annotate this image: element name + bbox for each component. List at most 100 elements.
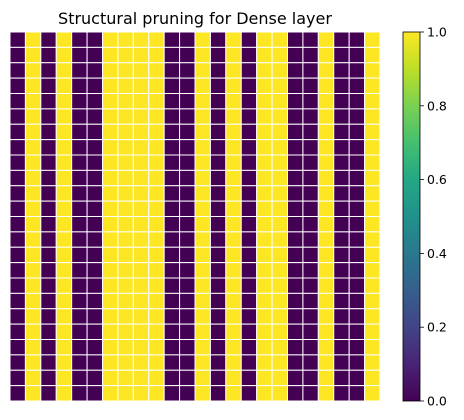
heatmap-cell: [132, 139, 150, 156]
heatmap-cell: [40, 323, 57, 341]
heatmap-cell: [209, 292, 227, 310]
heatmap-cell: [117, 46, 134, 64]
heatmap-cell: [117, 154, 134, 171]
heatmap-cell: [302, 292, 319, 310]
heatmap-cell: [287, 262, 304, 279]
heatmap-cell: [240, 277, 258, 294]
heatmap-cell: [240, 262, 258, 279]
heatmap-cell: [333, 62, 350, 79]
heatmap-cell: [163, 93, 181, 110]
heatmap-cell: [71, 277, 88, 294]
heatmap-cell: [117, 185, 134, 202]
heatmap-cell: [24, 216, 42, 233]
heatmap-cell: [194, 77, 211, 95]
heatmap-cell: [209, 123, 227, 141]
heatmap-cell: [302, 246, 319, 264]
heatmap-cell: [364, 62, 381, 79]
heatmap-cell: [240, 308, 258, 325]
heatmap-cell: [102, 77, 119, 95]
heatmap-cell: [348, 292, 366, 310]
heatmap-cell: [240, 323, 258, 341]
heatmap-cell: [117, 277, 134, 294]
heatmap-cell: [225, 139, 242, 156]
heatmap-cell: [209, 277, 227, 294]
heatmap-cell: [348, 108, 366, 125]
heatmap-cell: [302, 308, 319, 325]
colorbar-gradient: [402, 31, 421, 402]
heatmap-cell: [256, 246, 273, 264]
heatmap-cell: [163, 354, 181, 371]
heatmap-cell: [317, 77, 335, 95]
heatmap-cell: [194, 169, 211, 187]
heatmap-cell: [86, 246, 104, 264]
heatmap-cell: [117, 216, 134, 233]
heatmap-cell: [348, 154, 366, 171]
heatmap-cell: [102, 31, 119, 48]
heatmap-cell: [71, 62, 88, 79]
heatmap-cell: [132, 93, 150, 110]
heatmap-cell: [333, 385, 350, 402]
heatmap-cell: [225, 169, 242, 187]
heatmap-cell: [225, 123, 242, 141]
heatmap-cell: [148, 262, 165, 279]
heatmap-cell: [102, 139, 119, 156]
heatmap-cell: [163, 200, 181, 218]
heatmap-cell: [225, 246, 242, 264]
heatmap-cell: [364, 31, 381, 48]
heatmap-cell: [225, 339, 242, 356]
heatmap-cell: [163, 231, 181, 248]
heatmap-cell: [40, 385, 57, 402]
heatmap-cell: [55, 62, 73, 79]
heatmap-cell: [287, 308, 304, 325]
heatmap-cell: [271, 31, 288, 48]
heatmap-cell: [132, 185, 150, 202]
heatmap-cell: [333, 108, 350, 125]
heatmap-cell: [86, 385, 104, 402]
heatmap-cell: [55, 185, 73, 202]
heatmap-cell: [102, 262, 119, 279]
heatmap-cell: [271, 77, 288, 95]
heatmap-cell: [163, 308, 181, 325]
heatmap-cell: [117, 262, 134, 279]
heatmap-cell: [302, 169, 319, 187]
heatmap-cell: [9, 46, 26, 64]
heatmap-cell: [40, 62, 57, 79]
heatmap-cell: [132, 262, 150, 279]
heatmap-cell: [287, 31, 304, 48]
heatmap-cell: [333, 139, 350, 156]
heatmap-cell: [240, 231, 258, 248]
heatmap-cell: [287, 369, 304, 387]
heatmap-cell: [317, 323, 335, 341]
heatmap-cell: [55, 31, 73, 48]
heatmap-cell: [287, 108, 304, 125]
heatmap-cell: [364, 169, 381, 187]
heatmap-cell: [333, 277, 350, 294]
heatmap-cell: [132, 46, 150, 64]
heatmap-cell: [102, 123, 119, 141]
heatmap-cell: [225, 77, 242, 95]
heatmap-cell: [179, 77, 196, 95]
heatmap-cell: [317, 185, 335, 202]
heatmap-cell: [302, 262, 319, 279]
heatmap-cell: [271, 108, 288, 125]
heatmap-cell: [179, 262, 196, 279]
heatmap-cell: [24, 123, 42, 141]
heatmap-cell: [287, 231, 304, 248]
heatmap-cell: [40, 185, 57, 202]
heatmap-cell: [132, 123, 150, 141]
heatmap-cell: [24, 231, 42, 248]
heatmap-cell: [86, 62, 104, 79]
heatmap-cell: [209, 139, 227, 156]
heatmap-cell: [271, 139, 288, 156]
heatmap-cell: [163, 385, 181, 402]
colorbar-tick-label: 0.4: [427, 246, 447, 261]
heatmap-cell: [194, 339, 211, 356]
heatmap-cell: [163, 185, 181, 202]
heatmap-cell: [179, 93, 196, 110]
heatmap-cell: [194, 123, 211, 141]
heatmap-cell: [9, 385, 26, 402]
heatmap-cell: [117, 200, 134, 218]
heatmap-cell: [287, 292, 304, 310]
heatmap-cell: [302, 277, 319, 294]
heatmap-cell: [364, 185, 381, 202]
